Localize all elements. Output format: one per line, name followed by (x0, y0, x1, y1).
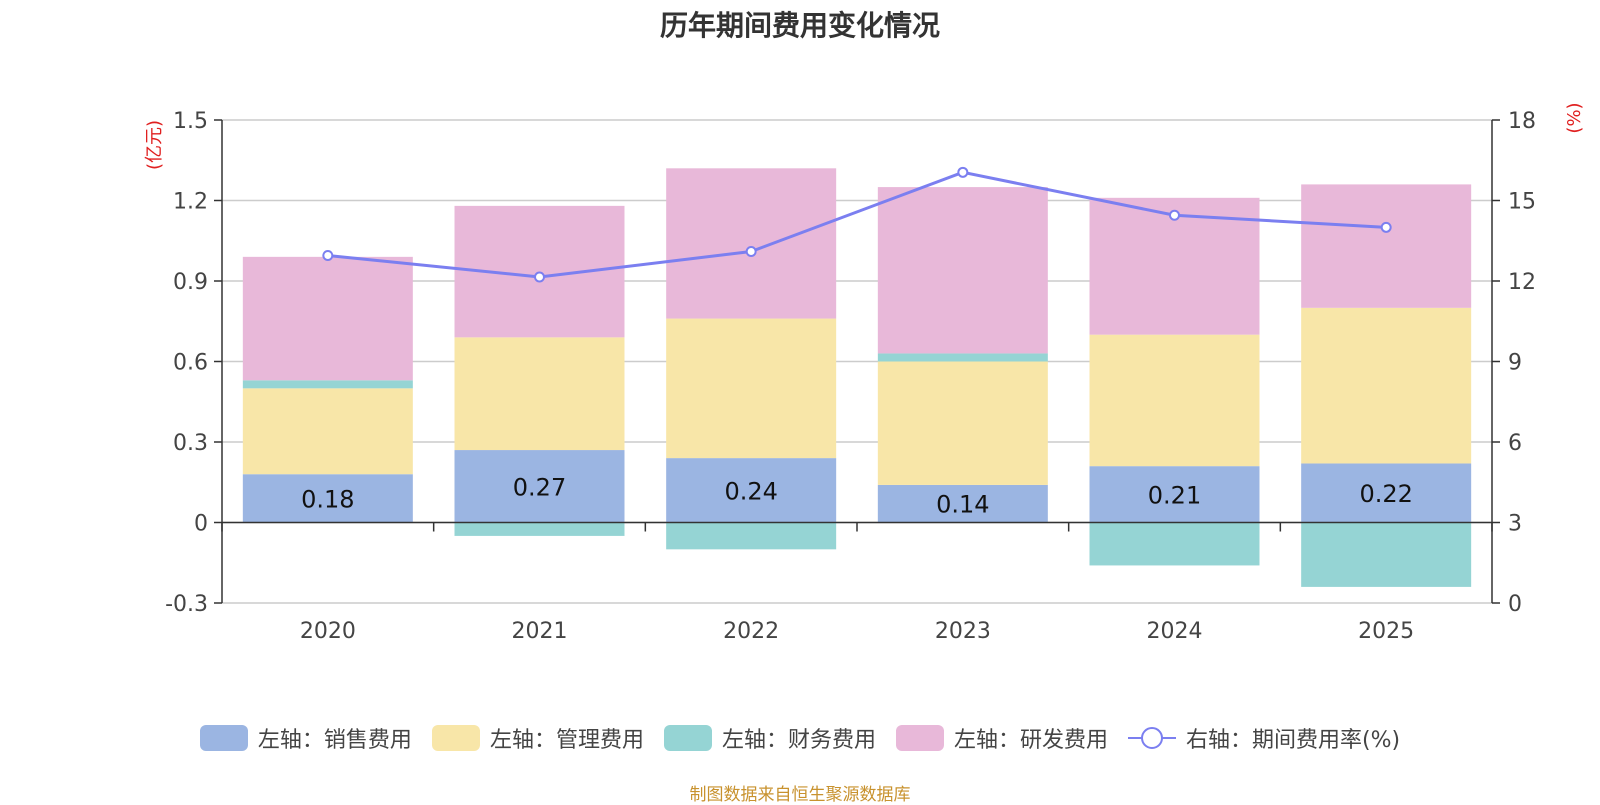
legend-label: 左轴：财务费用 (721, 728, 876, 753)
bar-segment (877, 484, 1048, 523)
legend-item[interactable]: 左轴：研发费用 (895, 722, 1108, 754)
right-axis-tick-label: 6 (1508, 431, 1522, 456)
line-point (1169, 209, 1180, 221)
bar-data-label: 0.27 (513, 473, 566, 501)
legend-label: 左轴：销售费用 (257, 728, 412, 753)
bar-segment (877, 187, 1048, 354)
line-point (534, 271, 545, 283)
x-axis-tick-label: 2025 (1358, 619, 1414, 644)
bar-segment (1301, 307, 1472, 464)
right-axis-tick-label: 12 (1508, 270, 1536, 295)
bar-segment (454, 522, 625, 536)
legend-line-swatch (1127, 727, 1176, 749)
bar-data-label: 0.22 (1359, 480, 1412, 508)
left-axis-tick-label: 1.2 (173, 190, 208, 215)
legend-label: 右轴：期间费用率(%) (1185, 728, 1401, 753)
line-point (957, 166, 969, 178)
bar-data-label: 0.21 (1148, 481, 1201, 509)
line-point (1380, 221, 1392, 233)
x-axis-tick-label: 2022 (723, 619, 779, 644)
bar-segment (1089, 334, 1260, 467)
left-axis-tick-label: 0.9 (173, 270, 208, 295)
bar-segment (1301, 184, 1472, 308)
bar-data-label: 0.24 (724, 477, 777, 505)
right-axis-tick-label: 9 (1508, 351, 1522, 376)
left-axis-label: (亿元) (144, 120, 165, 170)
x-axis-tick-label: 2021 (512, 619, 568, 644)
line-series-path (327, 170, 1387, 279)
left-axis-tick-label: 0.3 (173, 431, 208, 456)
bar-segment (242, 380, 413, 389)
left-axis-tick-label: 1.5 (173, 109, 208, 134)
legend-item[interactable]: 左轴：销售费用 (199, 722, 412, 754)
bar-segment (1301, 463, 1472, 523)
bar-segment (242, 388, 413, 475)
x-axis-tick-label: 2024 (1147, 619, 1203, 644)
source-note: 制图数据来自恒生聚源数据库 (689, 785, 911, 805)
bar-data-label: 0.18 (301, 485, 354, 513)
legend-marker (1140, 727, 1163, 749)
right-axis-tick-label: 15 (1508, 190, 1536, 215)
line-point (745, 245, 757, 257)
bar-segment (666, 522, 837, 550)
left-axis-tick-label: 0 (194, 512, 208, 537)
bar-segment (242, 256, 413, 381)
bar-segment (1089, 522, 1260, 566)
legend-swatch (199, 725, 248, 751)
right-axis-tick-label: 0 (1508, 592, 1522, 617)
right-axis-tick-label: 3 (1508, 512, 1522, 537)
legend: 左轴：销售费用 左轴：管理费用 左轴：财务费用 左轴：研发费用 右轴：期间费用率(%) (0, 718, 1600, 758)
bar-segment (1301, 522, 1472, 587)
bar-segment (454, 450, 625, 523)
legend-swatch (431, 725, 480, 751)
line-point (322, 250, 334, 262)
legend-item[interactable]: 左轴：财务费用 (663, 722, 876, 754)
legend-label: 左轴：研发费用 (953, 728, 1108, 753)
left-axis-tick-label: 0.6 (173, 351, 208, 376)
bar-segment (242, 474, 413, 523)
legend-item[interactable]: 右轴：期间费用率(%) (1127, 722, 1401, 754)
legend-item[interactable]: 左轴：管理费用 (431, 722, 644, 754)
bar-segment (666, 458, 837, 523)
bar-segment (454, 337, 625, 451)
x-axis-tick-label: 2023 (935, 619, 991, 644)
left-axis-tick-label: -0.3 (165, 592, 208, 617)
chart-title: 历年期间费用变化情况 (659, 9, 940, 42)
bar-segment (666, 168, 837, 319)
legend-swatch (663, 725, 712, 751)
bar-segment (877, 353, 1048, 362)
right-axis-label: (%) (1564, 102, 1585, 133)
legend-label: 左轴：管理费用 (489, 728, 644, 753)
bar-segment (877, 361, 1048, 485)
right-axis-tick-label: 18 (1508, 109, 1536, 134)
legend-swatch (895, 725, 944, 751)
bar-segment (1089, 466, 1260, 523)
bar-data-label: 0.14 (936, 491, 989, 519)
x-axis-tick-label: 2020 (300, 619, 356, 644)
bar-segment (666, 318, 837, 459)
